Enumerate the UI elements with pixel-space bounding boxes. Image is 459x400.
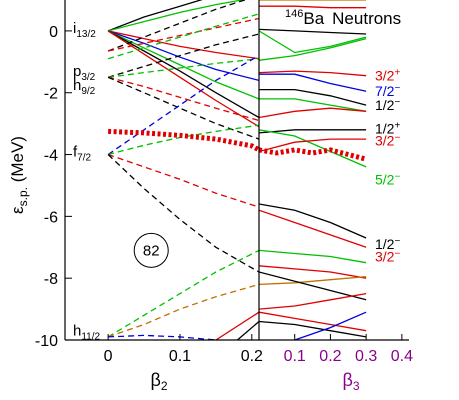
- y-axis-subscript: s.p.: [16, 187, 30, 206]
- beta3-level-line-10: [259, 129, 367, 134]
- title-mass: 146: [285, 8, 303, 20]
- level-label-0: 3/2+: [375, 68, 400, 84]
- magic-number-circle: [133, 232, 169, 268]
- y-tick-label-5: -10: [35, 333, 58, 350]
- title-element: Ba: [303, 9, 324, 28]
- spherical-orbital-label-1: p3/2: [73, 63, 96, 83]
- spherical-orbital-label-3: f7/2: [73, 143, 92, 163]
- level-label-3: 1/2+: [375, 120, 400, 136]
- y-axis-unit: (MeV): [8, 136, 27, 187]
- beta3-level-line-4: [259, 37, 367, 61]
- beta3-symbol: β: [342, 370, 352, 390]
- title-particle: Neutrons: [332, 9, 401, 28]
- level-label-5: 5/2−: [375, 171, 400, 187]
- annotation-group: i13/2p3/2h9/2f7/2h11/23/2+7/2−1/2−1/2+3/…: [73, 20, 400, 343]
- beta3-level-line-9: [259, 107, 367, 119]
- beta3-level-line-18: [259, 271, 367, 301]
- beta2-subscript: 2: [161, 379, 168, 393]
- beta2-level-line-12: [107, 76, 259, 122]
- beta2-level-line-20: [108, 334, 225, 340]
- level-label-7: 3/2−: [375, 249, 400, 265]
- beta2-tick-label-1: 0.1: [169, 348, 191, 365]
- beta2-level-line-8: [107, 17, 259, 52]
- beta3-level-line-17: [259, 275, 367, 286]
- beta3-level-line-11: [259, 129, 367, 168]
- beta2-level-line-6: [107, 30, 259, 128]
- beta3-level-line-6: [259, 70, 367, 77]
- x-axis-label-beta2: β2: [150, 370, 167, 393]
- beta3-tick-label-0: 0.1: [284, 348, 306, 365]
- y-axis-label: εs.p. (MeV): [8, 136, 30, 214]
- beta2-tick-label-0: 0: [104, 348, 113, 365]
- beta2-level-line-22: [236, 321, 259, 340]
- magic-number-label: 82: [143, 242, 160, 259]
- beta2-level-line-11: [108, 58, 259, 78]
- beta2-level-line-17: [107, 154, 259, 273]
- beta2-level-line-2: [107, 30, 259, 60]
- level-label-4: 3/2−: [375, 133, 400, 149]
- beta2-level-line-9: [107, 13, 259, 60]
- level-label-1: 7/2−: [375, 83, 400, 99]
- beta3-tick-label-1: 0.2: [319, 348, 341, 365]
- level-label-6: 1/2−: [375, 236, 400, 252]
- y-tick-label-1: -2: [44, 86, 58, 103]
- spherical-orbital-label-0: i13/2: [73, 20, 96, 40]
- beta2-level-line-3: [107, 30, 259, 82]
- beta3-level-line-8: [259, 98, 367, 112]
- chart-title: 146Ba Neutrons: [285, 8, 401, 28]
- beta3-level-line-14: [259, 209, 367, 248]
- beta3-subscript: 3: [353, 379, 360, 393]
- beta2-level-line-16: [107, 153, 259, 208]
- beta2-level-line-18: [107, 249, 259, 338]
- level-label-2: 1/2−: [375, 97, 400, 113]
- beta2-level-line-4: [107, 30, 259, 100]
- beta3-level-line-13: [259, 203, 367, 239]
- beta3-level-line-5: [259, 73, 367, 92]
- beta2-symbol: β: [150, 370, 160, 390]
- beta2-level-line-21: [215, 311, 259, 340]
- y-tick-label-3: -6: [44, 209, 58, 226]
- beta3-level-line-12: [259, 138, 367, 153]
- beta3-level-line-15: [259, 249, 367, 264]
- y-tick-label-2: -4: [44, 148, 58, 165]
- fermi-level-group: [107, 128, 367, 162]
- beta3-level-line-2: [259, 28, 367, 35]
- spherical-orbital-label-2: h9/2: [73, 77, 96, 97]
- beta2-series-group: [107, 0, 259, 340]
- beta3-level-line-7: [259, 88, 367, 106]
- y-tick-label-0: 0: [49, 24, 58, 41]
- beta3-level-line-16: [259, 265, 367, 279]
- beta2-level-line-1: [107, 0, 246, 32]
- beta3-tick-label-3: 0.4: [391, 348, 413, 365]
- fermi-level-beta2: [107, 128, 261, 153]
- beta2-level-line-15: [107, 124, 259, 156]
- beta3-level-line-20: [259, 311, 367, 332]
- beta2-tick-label-2: 0.2: [241, 348, 263, 365]
- beta3-level-line-19: [259, 292, 367, 310]
- beta3-level-line-22: [294, 311, 367, 340]
- beta3-series-group: [259, 0, 367, 340]
- y-axis-symbol: ε: [8, 206, 27, 214]
- y-tick-label-4: -8: [44, 271, 58, 288]
- beta2-level-line-13: [107, 76, 259, 140]
- beta2-level-line-0: [107, 0, 203, 32]
- beta2-level-line-5: [107, 30, 259, 119]
- beta3-level-line-3: [259, 30, 367, 54]
- beta3-level-line-21: [259, 320, 367, 338]
- beta3-tick-label-2: 0.3: [355, 348, 377, 365]
- x-axis-label-beta3: β3: [342, 370, 359, 393]
- fermi-level-beta3: [258, 147, 367, 162]
- beta3-level-line-1: [259, 5, 367, 9]
- beta2-level-line-10: [107, 33, 259, 78]
- tick-group: 0 -2 -4 -6 -8 -10 0 0.1 0.2 0.1 0.2 0.3 0.4: [35, 24, 413, 365]
- beta2-level-line-19: [107, 283, 259, 338]
- spherical-orbital-label-4: h11/2: [73, 323, 101, 343]
- beta2-level-line-7: [107, 0, 247, 52]
